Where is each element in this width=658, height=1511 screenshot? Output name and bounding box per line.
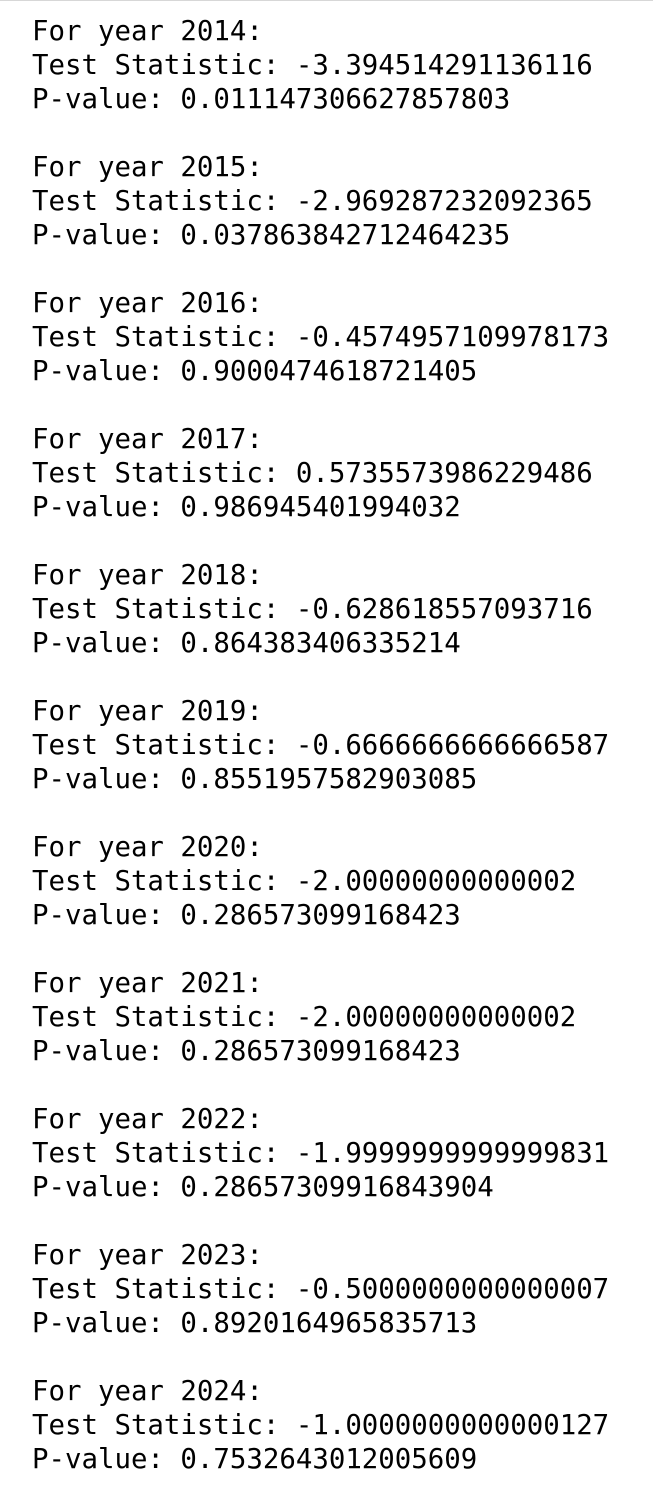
test-statistic-line: Test Statistic: -2.969287232092365 <box>32 186 593 217</box>
year-result-block: For year 2019: Test Statistic: -0.666666… <box>32 695 652 831</box>
year-result-block: For year 2015: Test Statistic: -2.969287… <box>32 151 652 287</box>
year-result-block: For year 2016: Test Statistic: -0.457495… <box>32 287 652 423</box>
year-result-block: For year 2018: Test Statistic: -0.628618… <box>32 559 652 695</box>
p-value-line: P-value: 0.286573099168423 <box>32 900 461 931</box>
console-output: For year 2014: Test Statistic: -3.394514… <box>32 15 652 1511</box>
year-heading: For year 2015: <box>32 152 263 183</box>
year-result-block: For year 2021: Test Statistic: -2.000000… <box>32 967 652 1103</box>
year-result-block: For year 2020: Test Statistic: -2.000000… <box>32 831 652 967</box>
test-statistic-line: Test Statistic: -1.0000000000000127 <box>32 1410 610 1441</box>
test-statistic-line: Test Statistic: 0.5735573986229486 <box>32 458 593 489</box>
year-result-block: For year 2024: Test Statistic: -1.000000… <box>32 1375 652 1511</box>
test-statistic-line: Test Statistic: -3.394514291136116 <box>32 50 593 81</box>
year-result-block: For year 2014: Test Statistic: -3.394514… <box>32 15 652 151</box>
year-heading: For year 2021: <box>32 968 263 999</box>
test-statistic-line: Test Statistic: -1.9999999999999831 <box>32 1138 610 1169</box>
test-statistic-line: Test Statistic: -2.00000000000002 <box>32 866 577 897</box>
test-statistic-line: Test Statistic: -0.4574957109978173 <box>32 322 610 353</box>
year-heading: For year 2018: <box>32 560 263 591</box>
year-heading: For year 2023: <box>32 1240 263 1271</box>
test-statistic-line: Test Statistic: -0.628618557093716 <box>32 594 593 625</box>
year-heading: For year 2016: <box>32 288 263 319</box>
test-statistic-line: Test Statistic: -0.5000000000000007 <box>32 1274 610 1305</box>
output-top-border <box>0 0 653 1</box>
p-value-line: P-value: 0.9000474618721405 <box>32 356 478 387</box>
p-value-line: P-value: 0.8551957582903085 <box>32 764 478 795</box>
year-heading: For year 2017: <box>32 424 263 455</box>
p-value-line: P-value: 0.8920164965835713 <box>32 1308 478 1339</box>
p-value-line: P-value: 0.7532643012005609 <box>32 1444 478 1475</box>
p-value-line: P-value: 0.986945401994032 <box>32 492 461 523</box>
year-heading: For year 2022: <box>32 1104 263 1135</box>
year-result-block: For year 2022: Test Statistic: -1.999999… <box>32 1103 652 1239</box>
year-heading: For year 2014: <box>32 16 263 47</box>
p-value-line: P-value: 0.28657309916843904 <box>32 1172 494 1203</box>
p-value-line: P-value: 0.037863842712464235 <box>32 220 511 251</box>
year-heading: For year 2024: <box>32 1376 263 1407</box>
p-value-line: P-value: 0.286573099168423 <box>32 1036 461 1067</box>
year-heading: For year 2019: <box>32 696 263 727</box>
p-value-line: P-value: 0.011147306627857803 <box>32 84 511 115</box>
year-result-block: For year 2017: Test Statistic: 0.5735573… <box>32 423 652 559</box>
year-result-block: For year 2023: Test Statistic: -0.500000… <box>32 1239 652 1375</box>
test-statistic-line: Test Statistic: -2.00000000000002 <box>32 1002 577 1033</box>
year-heading: For year 2020: <box>32 832 263 863</box>
test-statistic-line: Test Statistic: -0.6666666666666587 <box>32 730 610 761</box>
p-value-line: P-value: 0.864383406335214 <box>32 628 461 659</box>
